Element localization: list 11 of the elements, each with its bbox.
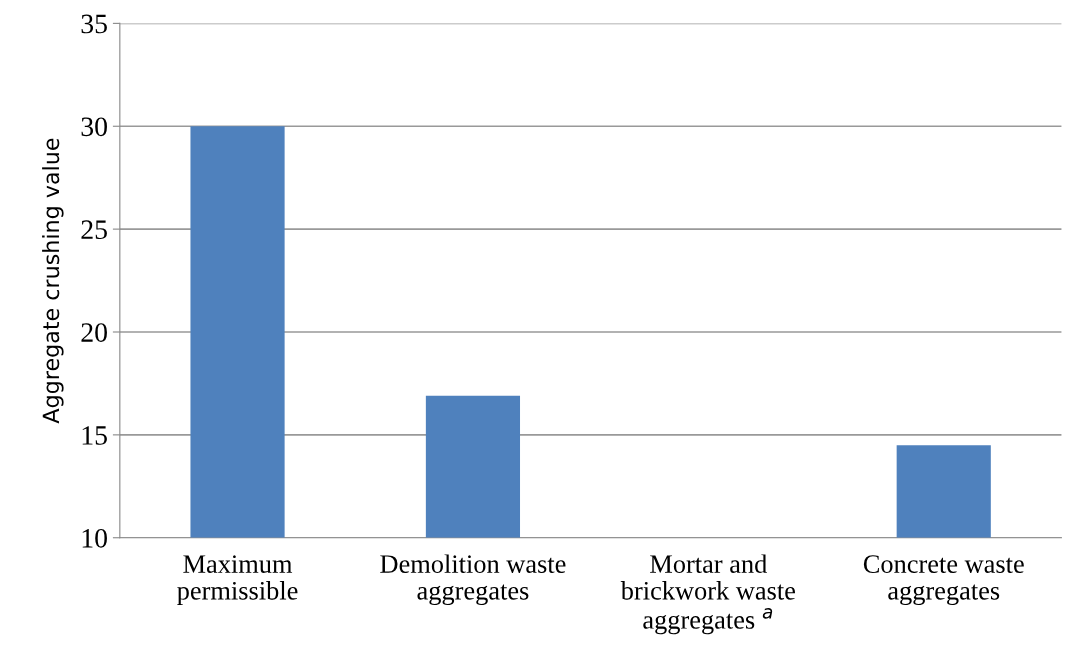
x-tick-label: Mortar and brickwork waste aggregates $^{a}$ [620, 554, 795, 635]
x-tick-label: Demolition waste aggregates [380, 554, 566, 606]
y-tick-label: 25 [81, 220, 107, 240]
x-tick-label: Maximum permissible [177, 555, 298, 606]
y-tick-label: 15 [82, 426, 107, 445]
y-tick-label: 30 [81, 117, 107, 137]
y-tick-label: 10 [82, 528, 107, 548]
y-tick-label: 35 [81, 14, 107, 34]
y-axis-title: Aggregate crushing value [42, 138, 64, 424]
y-tick-label: 20 [81, 323, 107, 342]
x-tick-label: Concrete waste aggregates [863, 555, 1024, 606]
